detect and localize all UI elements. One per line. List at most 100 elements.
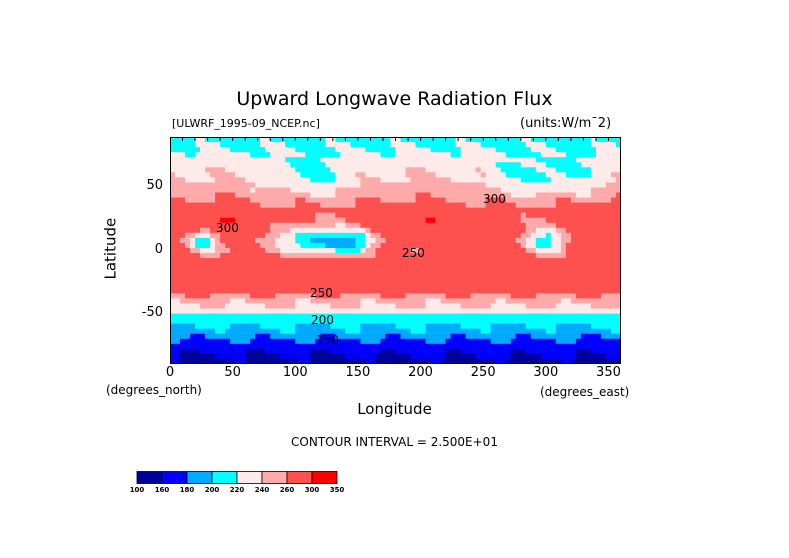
field-cell [350,207,357,214]
field-cell [525,177,532,183]
field-cell [190,348,196,355]
field-cell [560,187,567,194]
field-cell [530,142,537,148]
field-cell [290,212,296,219]
field-cell [190,212,196,219]
field-cell [545,142,552,148]
field-cell [255,318,261,325]
field-cell [440,283,447,289]
field-cell [320,278,326,284]
field-cell [300,258,306,264]
field-cell [500,303,507,310]
field-cell [555,247,562,254]
field-cell [420,343,427,350]
field-cell [485,268,492,274]
field-cell [255,313,261,320]
field-cell [185,192,191,199]
field-cell [255,162,261,168]
field-cell [515,202,522,209]
field-cell [295,152,301,158]
field-cell [560,147,567,153]
field-cell [320,247,326,254]
field-cell [575,323,582,330]
field-cell [510,353,517,360]
field-cell [575,142,582,148]
field-cell [190,288,196,294]
field-cell [270,288,276,294]
field-cell [600,298,607,305]
field-cell [255,333,261,340]
field-cell [240,253,246,259]
field-cell [580,258,587,264]
field-cell [365,177,372,183]
field-cell [360,333,367,340]
field-cell [410,283,417,289]
field-cell [220,263,226,269]
field-cell [520,182,527,189]
field-cell [435,207,442,214]
field-cell [515,278,522,284]
field-cell [470,162,477,168]
field-cell [265,298,271,305]
field-cell [340,232,346,239]
field-cell [400,182,407,189]
field-cell [255,187,261,194]
field-cell [170,207,176,214]
field-cell [575,303,582,310]
field-cell [380,157,387,163]
field-cell [210,137,216,143]
field-cell [590,152,597,158]
field-cell [275,242,281,249]
field-cell [600,202,607,209]
field-cell [465,192,472,199]
field-cell [450,293,457,300]
field-cell [585,227,592,234]
field-cell [530,192,537,199]
field-cell [480,192,487,199]
field-cell [320,202,326,209]
field-cell [305,167,311,173]
field-cell [430,288,437,294]
field-cell [190,263,196,269]
field-cell [485,242,492,249]
field-cell [195,207,201,214]
field-cell [190,157,196,163]
field-cell [545,333,552,340]
field-cell [270,253,276,259]
field-cell [245,338,251,345]
field-cell [235,288,241,294]
field-cell [265,182,271,189]
field-cell [415,318,422,325]
field-cell [235,263,241,269]
field-cell [255,263,261,269]
field-cell [205,298,211,305]
field-cell [325,288,331,294]
field-cell [535,348,542,355]
field-cell [305,227,311,234]
field-cell [425,187,432,194]
field-cell [460,177,467,183]
field-cell [560,288,567,294]
field-cell [315,273,321,279]
field-cell [360,353,367,360]
field-cell [595,303,602,310]
field-cell [480,172,487,178]
field-cell [445,237,452,244]
field-cell [305,182,311,189]
field-cell [550,167,557,173]
field-cell [570,207,577,214]
field-cell [490,237,497,244]
field-cell [210,288,216,294]
field-cell [395,328,402,335]
field-cell [595,288,602,294]
field-cell [330,227,336,234]
field-cell [235,177,241,183]
field-cell [265,202,271,209]
field-cell [485,308,492,315]
field-cell [280,212,286,219]
field-cell [495,353,502,360]
field-cell [545,268,552,274]
colorbar-label: 180 [179,486,195,494]
field-cell [225,343,231,350]
field-cell [395,323,402,330]
